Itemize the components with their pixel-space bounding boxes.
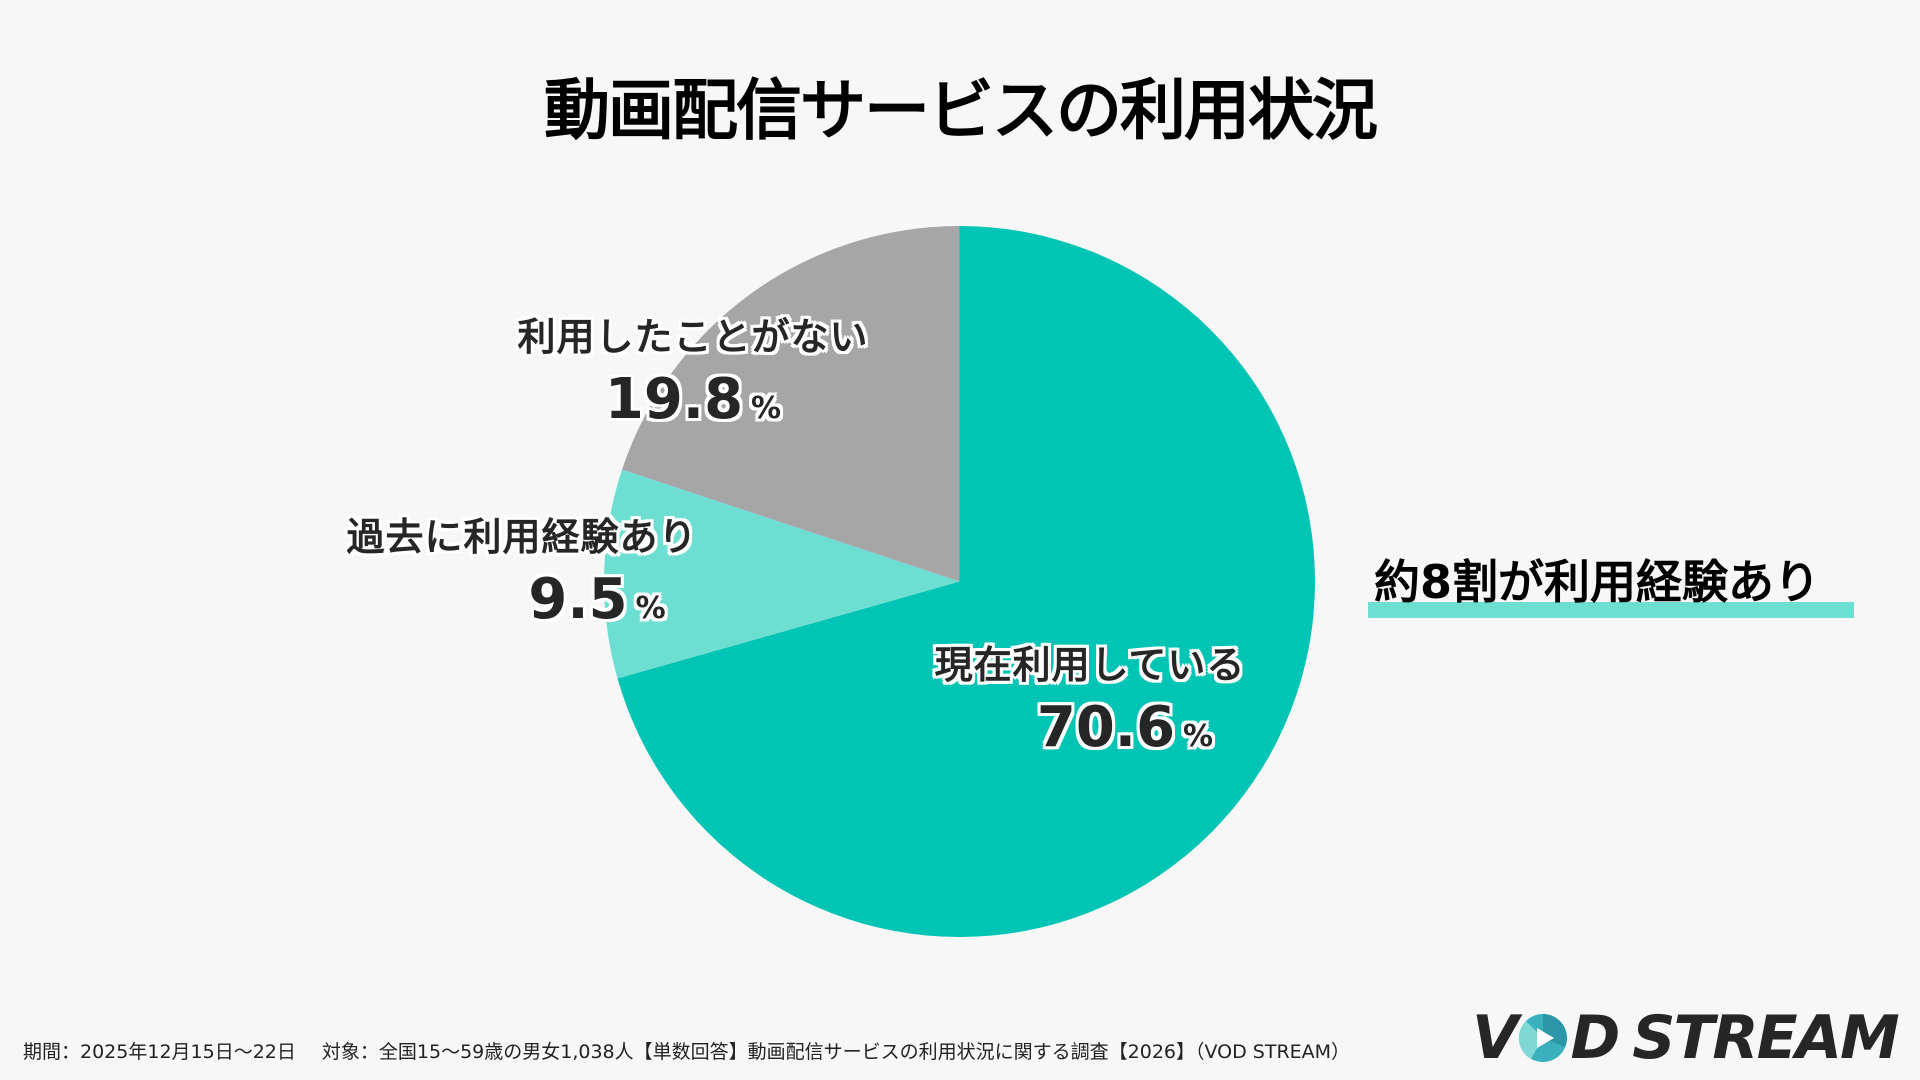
logo-letter-v: V [1472,1003,1518,1073]
pie-slice-past [604,469,960,679]
percent-sign: % [1183,719,1214,754]
callout-annotation: 約8割が利用経験あり [1368,552,1854,622]
chart-title: 動画配信サービスの利用状況 [544,72,1378,149]
label-value: 9.5% [528,567,666,632]
label-name: 現在利用している [934,643,1246,687]
label-value: 70.6% [1036,695,1214,760]
label-never-used: 利用したことがない 19.8% [478,312,908,447]
label-past-used: 過去に利用経験あり 9.5% [322,512,722,647]
label-currently-using: 現在利用している 70.6% [910,640,1270,775]
label-value: 19.8% [604,367,782,432]
pie-slice-never [622,226,960,582]
survey-target: 対象：全国15〜59歳の男女1,038人【単数回答】動画配信サービスの利用状況に… [321,1041,1351,1063]
label-name: 過去に利用経験あり [346,515,698,559]
vod-stream-logo: V D STREAM [1472,1003,1900,1073]
play-circle-icon [1518,1013,1568,1063]
logo-letter-d: D [1570,1003,1620,1073]
callout-text: 約8割が利用経験あり [1374,555,1821,609]
percent-sign: % [751,391,782,426]
footer-note: 期間：2025年12月15日〜22日 対象：全国15〜59歳の男女1,038人【単… [23,1038,1350,1066]
survey-period: 期間：2025年12月15日〜22日 [23,1041,296,1063]
label-name: 利用したことがない [517,315,869,359]
pie-slice-current [617,225,1316,937]
logo-word-stream: STREAM [1632,1003,1899,1073]
percent-sign: % [635,591,666,626]
callout-underline [1368,602,1854,618]
